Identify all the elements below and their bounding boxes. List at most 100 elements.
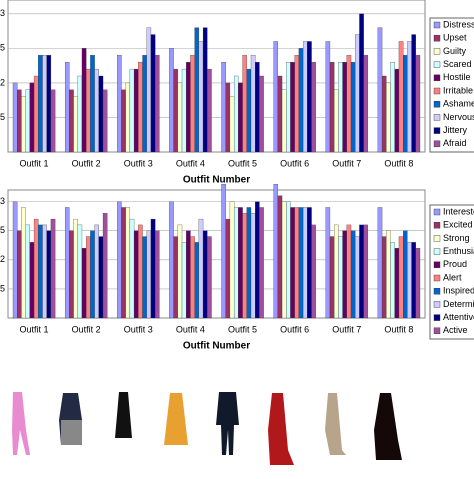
- legend-swatch: [433, 274, 441, 282]
- bar: [407, 41, 412, 153]
- bar: [21, 207, 26, 319]
- x-tick-label: Outfit 1: [20, 324, 49, 334]
- legend-swatch: [433, 261, 441, 268]
- bar: [142, 236, 147, 319]
- bar: [255, 62, 260, 153]
- bar: [73, 218, 78, 319]
- bar: [42, 55, 47, 153]
- legend-label: Alert: [443, 272, 462, 282]
- bar: [33, 75, 39, 153]
- bar: [169, 201, 174, 319]
- bar: [198, 41, 204, 153]
- bar: [286, 201, 291, 319]
- bar: [77, 75, 83, 153]
- legend-label: Active: [443, 325, 468, 335]
- bar: [121, 89, 126, 153]
- bar: [386, 230, 391, 319]
- bar: [398, 41, 404, 153]
- bar: [64, 62, 70, 153]
- bar: [138, 224, 143, 319]
- bar: [311, 62, 316, 153]
- bar: [259, 207, 264, 319]
- bar: [350, 230, 356, 319]
- bar: [390, 62, 395, 153]
- bar: [255, 201, 260, 319]
- bar: [181, 68, 187, 153]
- bar: [415, 248, 421, 319]
- bar: [12, 201, 18, 319]
- x-axis-title: Outfit Number: [183, 341, 250, 352]
- bar: [346, 224, 352, 319]
- bar: [155, 55, 160, 153]
- bar: [298, 48, 304, 153]
- outfit-2-pants: [61, 420, 82, 445]
- bar: [69, 230, 74, 319]
- bar: [186, 230, 191, 319]
- x-tick-label: Outfit 2: [72, 324, 101, 334]
- legend-swatch: [433, 21, 441, 29]
- bar: [250, 213, 256, 319]
- bar: [355, 236, 360, 319]
- bar: [202, 230, 208, 319]
- bar: [338, 62, 343, 153]
- bar: [133, 68, 139, 153]
- legend-label: Determined: [443, 299, 474, 309]
- outfit-6: [268, 393, 294, 465]
- bar: [117, 55, 122, 153]
- bar: [169, 48, 174, 153]
- legend-label: Irritable: [443, 85, 473, 95]
- bar: [415, 55, 421, 153]
- bar: [81, 248, 87, 319]
- bar: [25, 224, 31, 319]
- y-tick-label: 3: [0, 196, 5, 206]
- bar: [81, 48, 87, 153]
- bar: [355, 34, 360, 153]
- outfit-3: [115, 392, 132, 438]
- x-tick-label: Outfit 6: [280, 324, 309, 334]
- bar: [302, 207, 308, 319]
- y-tick-label: 3: [0, 8, 5, 18]
- x-tick-label: Outfit 5: [228, 158, 257, 168]
- outfit-5: [216, 392, 239, 455]
- legend-swatch: [433, 61, 441, 68]
- legend-label: Scared: [443, 59, 472, 69]
- bar: [363, 224, 369, 319]
- bar: [86, 68, 91, 153]
- x-tick-label: Outfit 4: [176, 324, 205, 334]
- bar: [102, 213, 108, 319]
- legend-label: Enthusiastic: [443, 246, 474, 256]
- legend-label: Inspired: [443, 286, 474, 296]
- bar: [177, 82, 183, 153]
- y-tick-label: 1.5: [0, 283, 5, 293]
- x-axis-title: Outfit Number: [183, 175, 250, 186]
- bar: [142, 55, 147, 153]
- bar: [298, 207, 304, 319]
- legend-label: Guilty: [443, 46, 467, 56]
- legend-label: Proud: [443, 259, 467, 269]
- bar: [98, 236, 104, 319]
- outfit-8: [374, 393, 402, 460]
- bar: [390, 242, 395, 319]
- legend-swatch: [433, 114, 441, 121]
- legend-swatch: [433, 127, 441, 134]
- bar: [50, 218, 56, 319]
- bar: [411, 34, 416, 153]
- bar: [329, 62, 335, 153]
- legend-label: Strong: [443, 233, 470, 243]
- bar: [146, 230, 152, 319]
- bar: [281, 201, 287, 319]
- legend-swatch: [433, 208, 441, 216]
- bar: [73, 96, 78, 153]
- x-tick-label: Outfit 4: [176, 158, 205, 168]
- bar: [246, 207, 252, 319]
- bar: [334, 89, 339, 153]
- bar: [90, 230, 95, 319]
- y-tick-label: 2.5: [0, 43, 5, 53]
- bar: [21, 96, 26, 153]
- legend-label: Attentive: [443, 312, 474, 322]
- bar: [225, 82, 231, 153]
- legend-swatch: [433, 288, 441, 295]
- legend-label: Interested: [443, 206, 474, 216]
- bar: [238, 82, 243, 153]
